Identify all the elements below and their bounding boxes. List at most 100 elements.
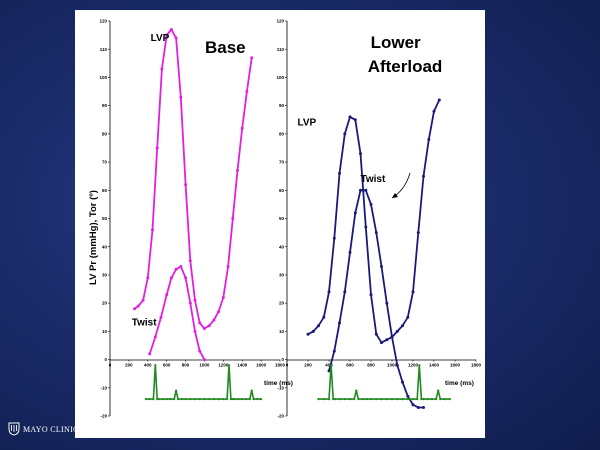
data-point-ecg: [435, 398, 438, 401]
data-point-twist: [359, 188, 362, 192]
data-point-ecg: [176, 398, 180, 401]
data-point-ecg: [248, 398, 251, 401]
data-point-twist: [411, 403, 415, 407]
data-point-ecg: [380, 398, 383, 401]
data-point-ecg: [406, 398, 409, 401]
data-point-twist: [174, 267, 178, 271]
slide-panel: [75, 10, 485, 438]
data-point-ecg: [152, 398, 155, 401]
data-point-ecg: [203, 398, 206, 401]
x-tick-label: 1600: [450, 363, 461, 368]
y-tick-label: 100: [276, 75, 284, 80]
data-point-lvp: [353, 118, 357, 122]
data-point-ecg: [416, 398, 419, 401]
data-point-ecg: [231, 398, 234, 401]
y-tick-label: 70: [279, 160, 285, 165]
data-point-lvp: [332, 236, 336, 240]
data-point-twist: [401, 380, 404, 384]
data-point-twist: [338, 321, 341, 325]
x-tick-label: 800: [182, 363, 190, 368]
data-point-twist: [202, 358, 206, 362]
x-tick-label: 600: [163, 363, 171, 368]
data-point-ecg: [322, 398, 325, 401]
y-tick-label: 50: [102, 216, 108, 221]
data-point-ecg: [148, 398, 151, 401]
data-point-lvp: [311, 329, 315, 333]
data-point-lvp: [221, 296, 225, 299]
data-point-ecg: [217, 398, 220, 401]
y-tick-label: 120: [276, 19, 284, 24]
data-point-ecg: [233, 398, 236, 401]
x-tick-label: 200: [125, 363, 133, 368]
data-point-lvp: [184, 183, 188, 187]
data-point-ecg: [437, 389, 440, 392]
x-tick-label: 1800: [471, 363, 482, 368]
data-point-lvp: [306, 332, 310, 336]
series-label-lvp: LVP: [298, 117, 317, 128]
data-point-lvp: [348, 115, 352, 119]
y-tick-label: 100: [99, 75, 107, 80]
data-point-lvp: [240, 126, 244, 130]
data-point-ecg: [426, 398, 429, 401]
x-tick-label: 1000: [387, 363, 398, 368]
data-point-lvp: [179, 95, 183, 99]
data-point-ecg: [338, 398, 341, 401]
y-tick-label: 10: [102, 329, 108, 334]
data-point-ecg: [443, 398, 446, 401]
y-tick-label: 120: [99, 19, 107, 24]
y-tick-label: 80: [102, 131, 108, 136]
data-point-ecg: [420, 398, 423, 401]
x-tick-label: 1200: [218, 363, 229, 368]
data-point-lvp: [401, 324, 404, 328]
data-point-lvp: [416, 231, 420, 235]
x-ticks-base: 0 200 400 600 800 1000 1200 1400 1600 1800: [109, 359, 286, 368]
x-tick-label: 400: [144, 363, 152, 368]
data-point-ecg: [252, 398, 255, 401]
data-point-ecg: [198, 398, 201, 401]
brand-logo: MAYO CLINIC: [8, 422, 79, 436]
series-line-twist: [148, 265, 206, 361]
y-tick-label: 0: [104, 357, 107, 362]
data-point-twist: [193, 329, 197, 333]
data-point-lvp: [174, 36, 178, 40]
series-label-twist: Twist: [361, 174, 386, 185]
brand-name: MAYO CLINIC: [23, 424, 79, 434]
data-point-lvp: [141, 298, 145, 302]
data-point-ecg: [401, 398, 404, 401]
data-point-lvp: [165, 33, 169, 37]
data-point-lvp: [198, 321, 202, 325]
x-tick-label: 0: [109, 363, 112, 368]
series-line-ecg: [318, 364, 450, 400]
data-point-lvp: [322, 315, 326, 319]
data-point-twist: [348, 250, 352, 254]
data-point-ecg: [361, 398, 364, 401]
data-point-lvp: [202, 327, 206, 330]
data-point-twist: [169, 276, 173, 280]
y-tick-label: 90: [279, 103, 285, 108]
y-tick-label: 60: [279, 188, 285, 193]
data-point-ecg: [244, 398, 248, 401]
y-tick-label: -10: [277, 385, 284, 390]
data-point-lvp: [374, 332, 378, 336]
chart-title-line2: Afterload: [368, 57, 443, 76]
data-point-ecg: [355, 389, 358, 392]
data-point-lvp: [193, 298, 197, 302]
y-tick-label: 70: [102, 160, 108, 165]
y-ticks-base: -20 -10 0 10 20 30 40 50 60 70 80 90 100 110 120: [99, 19, 110, 419]
y-tick-label: 30: [102, 273, 108, 278]
data-point-ecg: [193, 398, 197, 401]
data-point-ecg: [156, 398, 159, 401]
data-point-ecg: [348, 398, 352, 401]
data-point-lvp: [327, 290, 331, 294]
y-tick-label: 10: [279, 329, 285, 334]
y-axis-label: LV Pr (mmHg), Tor (º): [88, 190, 99, 285]
data-point-ecg: [353, 398, 356, 401]
data-point-lvp: [427, 138, 431, 141]
data-point-lvp: [207, 324, 211, 328]
data-point-ecg: [260, 398, 263, 401]
data-point-lvp: [422, 174, 425, 178]
data-point-ecg: [180, 398, 183, 401]
data-point-ecg: [241, 398, 244, 401]
